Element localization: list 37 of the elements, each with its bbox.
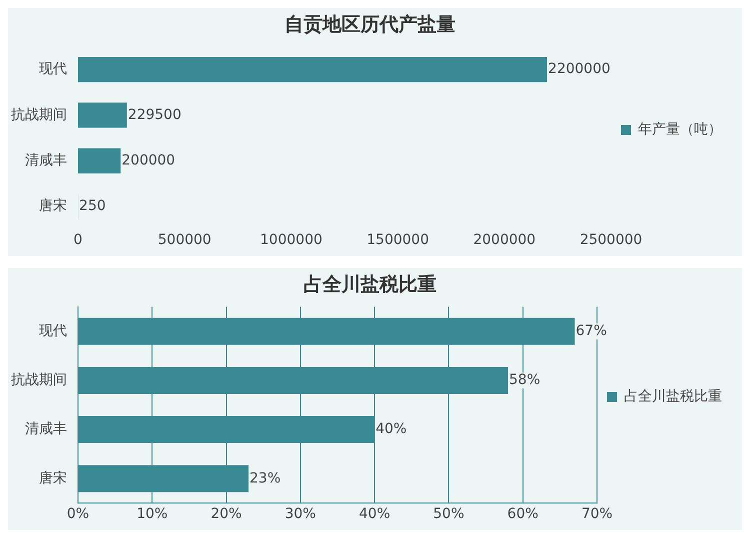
y-tick-label: 抗战期间 (11, 372, 67, 388)
x-tick-label: 40% (359, 506, 390, 522)
y-tick-label: 唐宋 (39, 198, 67, 214)
data-label: 40% (376, 421, 407, 438)
x-tick-label: 20% (210, 506, 242, 522)
data-label: 2200000 (548, 61, 610, 78)
x-tick-label: 0% (66, 506, 90, 522)
bar (78, 148, 121, 174)
legend-label: 占全川盐税比重 (624, 388, 722, 405)
x-tick-label: 60% (507, 506, 538, 522)
y-tick-label: 现代 (39, 61, 67, 78)
x-tick-label: 10% (136, 506, 168, 522)
x-tick-label: 1000000 (260, 232, 322, 248)
legend-label: 年产量（吨） (638, 122, 722, 138)
y-tick-label: 抗战期间 (11, 106, 67, 123)
x-tick-label: 500000 (158, 232, 212, 248)
y-tick-label: 现代 (39, 322, 67, 339)
data-label: 58% (509, 372, 540, 388)
x-tick-label: 1500000 (366, 232, 429, 248)
data-label: 67% (576, 322, 607, 339)
data-label: 23% (250, 470, 281, 486)
bar (78, 102, 127, 128)
x-tick-label: 2500000 (580, 232, 642, 248)
bar (78, 57, 548, 82)
y-tick-label: 清咸丰 (25, 152, 67, 168)
x-tick-label: 0 (74, 232, 82, 248)
y-tick-label: 唐宋 (39, 470, 67, 486)
x-tick-label: 30% (284, 506, 316, 522)
data-label: 229500 (128, 106, 182, 123)
x-tick-label: 50% (433, 506, 464, 522)
chart-title: 自贡地区历代产盐量 (284, 13, 456, 36)
y-tick-label: 清咸丰 (25, 421, 67, 438)
x-tick-label: 70% (581, 506, 613, 522)
chart-title: 占全川盐税比重 (304, 273, 436, 296)
x-tick-label: 2000000 (473, 232, 536, 248)
data-label: 250 (79, 198, 106, 214)
data-label: 200000 (122, 152, 176, 168)
